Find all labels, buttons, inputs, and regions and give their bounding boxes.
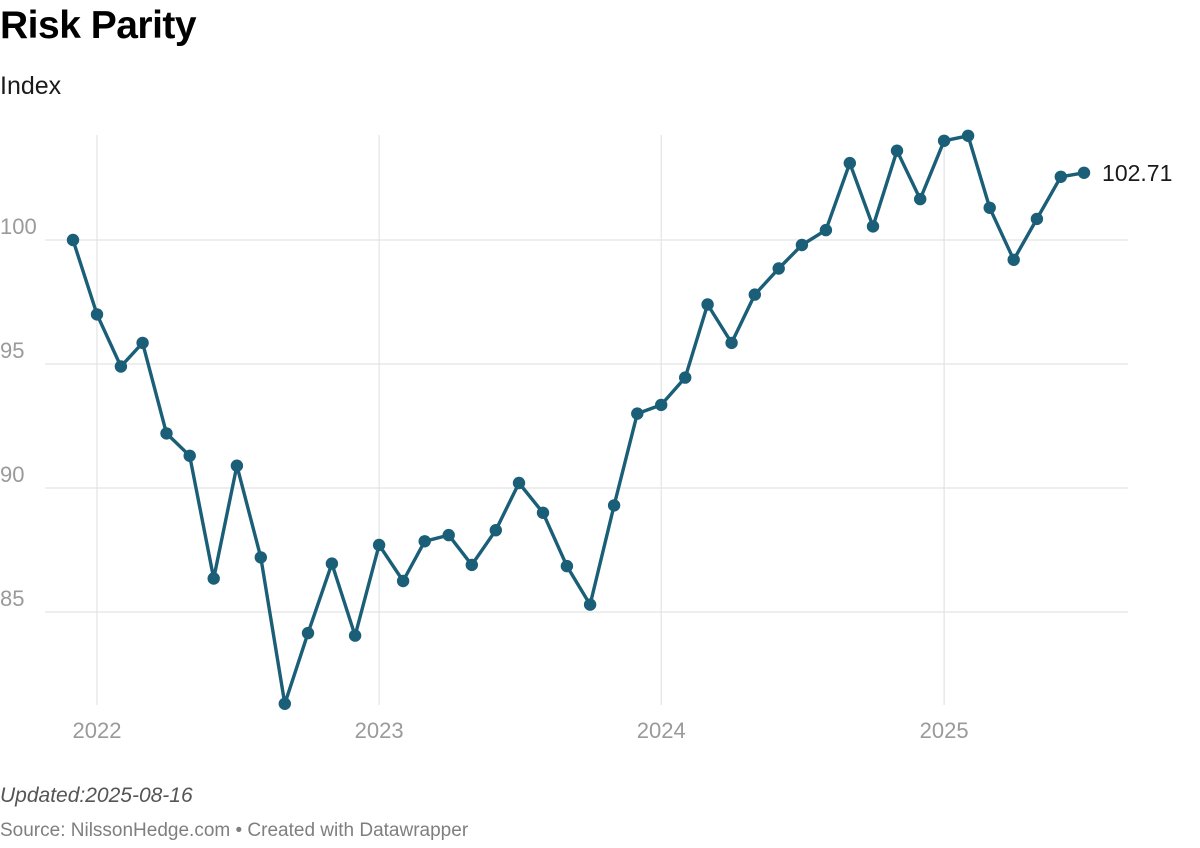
data-point: [795, 238, 809, 252]
data-point: [442, 528, 455, 542]
data-point: [136, 336, 149, 350]
data-point: [983, 201, 996, 214]
data-point: [725, 336, 738, 350]
x-tick-label: 2023: [355, 718, 404, 743]
data-point: [890, 144, 904, 157]
data-points: [66, 129, 1091, 710]
data-point: [160, 427, 173, 440]
data-point: [465, 558, 478, 572]
data-point: [843, 156, 856, 170]
data-point: [183, 449, 196, 462]
data-point: [701, 298, 714, 311]
data-point: [819, 223, 833, 237]
data-point: [66, 233, 80, 247]
end-value-label: 102.71: [1102, 160, 1172, 186]
x-tick-label: 2025: [920, 718, 969, 743]
data-point: [937, 134, 951, 147]
data-point: [961, 129, 975, 142]
data-point: [301, 626, 315, 640]
y-tick-label: 100: [0, 214, 37, 239]
grid-layer: [45, 135, 1128, 705]
x-tick-label: 2024: [637, 718, 686, 743]
data-point: [679, 371, 692, 384]
series-layer: [71, 134, 1086, 706]
data-point: [772, 262, 785, 275]
chart-title: Risk Parity: [0, 4, 197, 47]
y-tick-label: 95: [0, 338, 24, 363]
source-credit[interactable]: Source: NilssonHedge.com • Created with …: [0, 820, 469, 841]
data-point: [348, 629, 362, 642]
data-point: [655, 398, 668, 412]
data-point: [396, 574, 410, 588]
data-point: [114, 360, 128, 373]
data-point: [914, 192, 927, 206]
data-point: [866, 220, 880, 233]
data-point: [512, 476, 526, 490]
annotation-layer: 102.71: [1102, 160, 1172, 186]
data-point: [418, 535, 431, 548]
tick-labels: 85 90 95 100 2022 2023 2024 2025: [0, 214, 969, 743]
y-tick-label: 90: [0, 462, 24, 487]
data-point: [536, 506, 550, 519]
data-point: [230, 459, 244, 472]
data-point: [1007, 253, 1020, 266]
updated-note: Updated:2025-08-16: [0, 784, 193, 807]
data-point: [90, 308, 104, 321]
data-point: [489, 524, 502, 537]
data-point: [278, 697, 291, 710]
data-point: [325, 557, 339, 570]
data-point: [748, 288, 761, 301]
data-point: [607, 499, 621, 512]
series-line: [71, 134, 1086, 706]
data-point: [207, 572, 220, 585]
data-point: [583, 598, 597, 611]
data-point: [560, 559, 574, 573]
data-point: [372, 538, 386, 552]
y-tick-label: 85: [0, 586, 24, 611]
data-point: [1054, 170, 1068, 183]
data-point: [1030, 212, 1044, 226]
chart-subtitle: Index: [0, 72, 62, 100]
x-tick-label: 2022: [72, 718, 121, 743]
data-point: [1077, 166, 1091, 179]
data-point: [254, 551, 267, 564]
data-point: [631, 407, 644, 420]
